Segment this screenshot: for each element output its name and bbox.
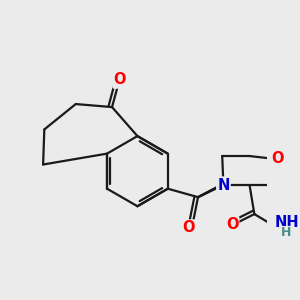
Text: O: O — [226, 218, 238, 232]
Text: N: N — [217, 178, 230, 193]
Text: NH: NH — [275, 215, 300, 230]
Text: O: O — [181, 221, 194, 236]
Text: O: O — [182, 220, 195, 236]
Text: O: O — [114, 72, 126, 87]
Text: H: H — [280, 226, 291, 239]
Text: O: O — [114, 72, 127, 87]
Text: O: O — [271, 152, 284, 166]
